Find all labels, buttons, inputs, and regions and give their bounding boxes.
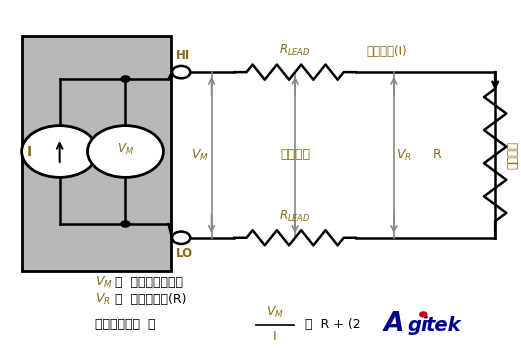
Circle shape (22, 126, 97, 177)
Text: $V_R$: $V_R$ (95, 292, 111, 307)
Text: $V_M$: $V_M$ (191, 148, 209, 163)
Circle shape (172, 231, 190, 244)
Circle shape (121, 76, 130, 82)
Text: $V_M$: $V_M$ (95, 275, 113, 290)
Text: $R_{LEAD}$: $R_{LEAD}$ (279, 209, 311, 224)
Text: $V_R$: $V_R$ (396, 148, 412, 163)
Text: 测量的电阻值  ＝: 测量的电阻值 ＝ (95, 317, 156, 331)
Circle shape (121, 221, 130, 227)
Text: $R_{LEAD}$: $R_{LEAD}$ (279, 43, 311, 58)
Text: $V_M$: $V_M$ (266, 304, 284, 319)
Text: R: R (433, 149, 442, 161)
Bar (22, 36, 171, 270)
Text: 引线电阻: 引线电阻 (280, 149, 310, 161)
Circle shape (88, 126, 164, 177)
Text: tek: tek (425, 316, 461, 334)
Text: ＝  R + (2: ＝ R + (2 (305, 317, 361, 331)
Circle shape (172, 66, 190, 78)
Circle shape (420, 312, 427, 317)
Text: ＝  电阻器电压(R): ＝ 电阻器电压(R) (115, 293, 187, 306)
Text: 测试电流(I): 测试电流(I) (366, 45, 407, 58)
Text: ＝  仪表测量的电压: ＝ 仪表测量的电压 (115, 276, 183, 289)
Text: LO: LO (176, 247, 193, 260)
Text: I: I (273, 330, 277, 343)
Text: HI: HI (176, 49, 190, 63)
Text: I: I (27, 144, 32, 158)
Text: A: A (384, 311, 404, 337)
Text: $V_M$: $V_M$ (117, 142, 134, 157)
Text: gi: gi (408, 316, 429, 334)
Text: 待测电阻: 待测电阻 (506, 141, 519, 169)
